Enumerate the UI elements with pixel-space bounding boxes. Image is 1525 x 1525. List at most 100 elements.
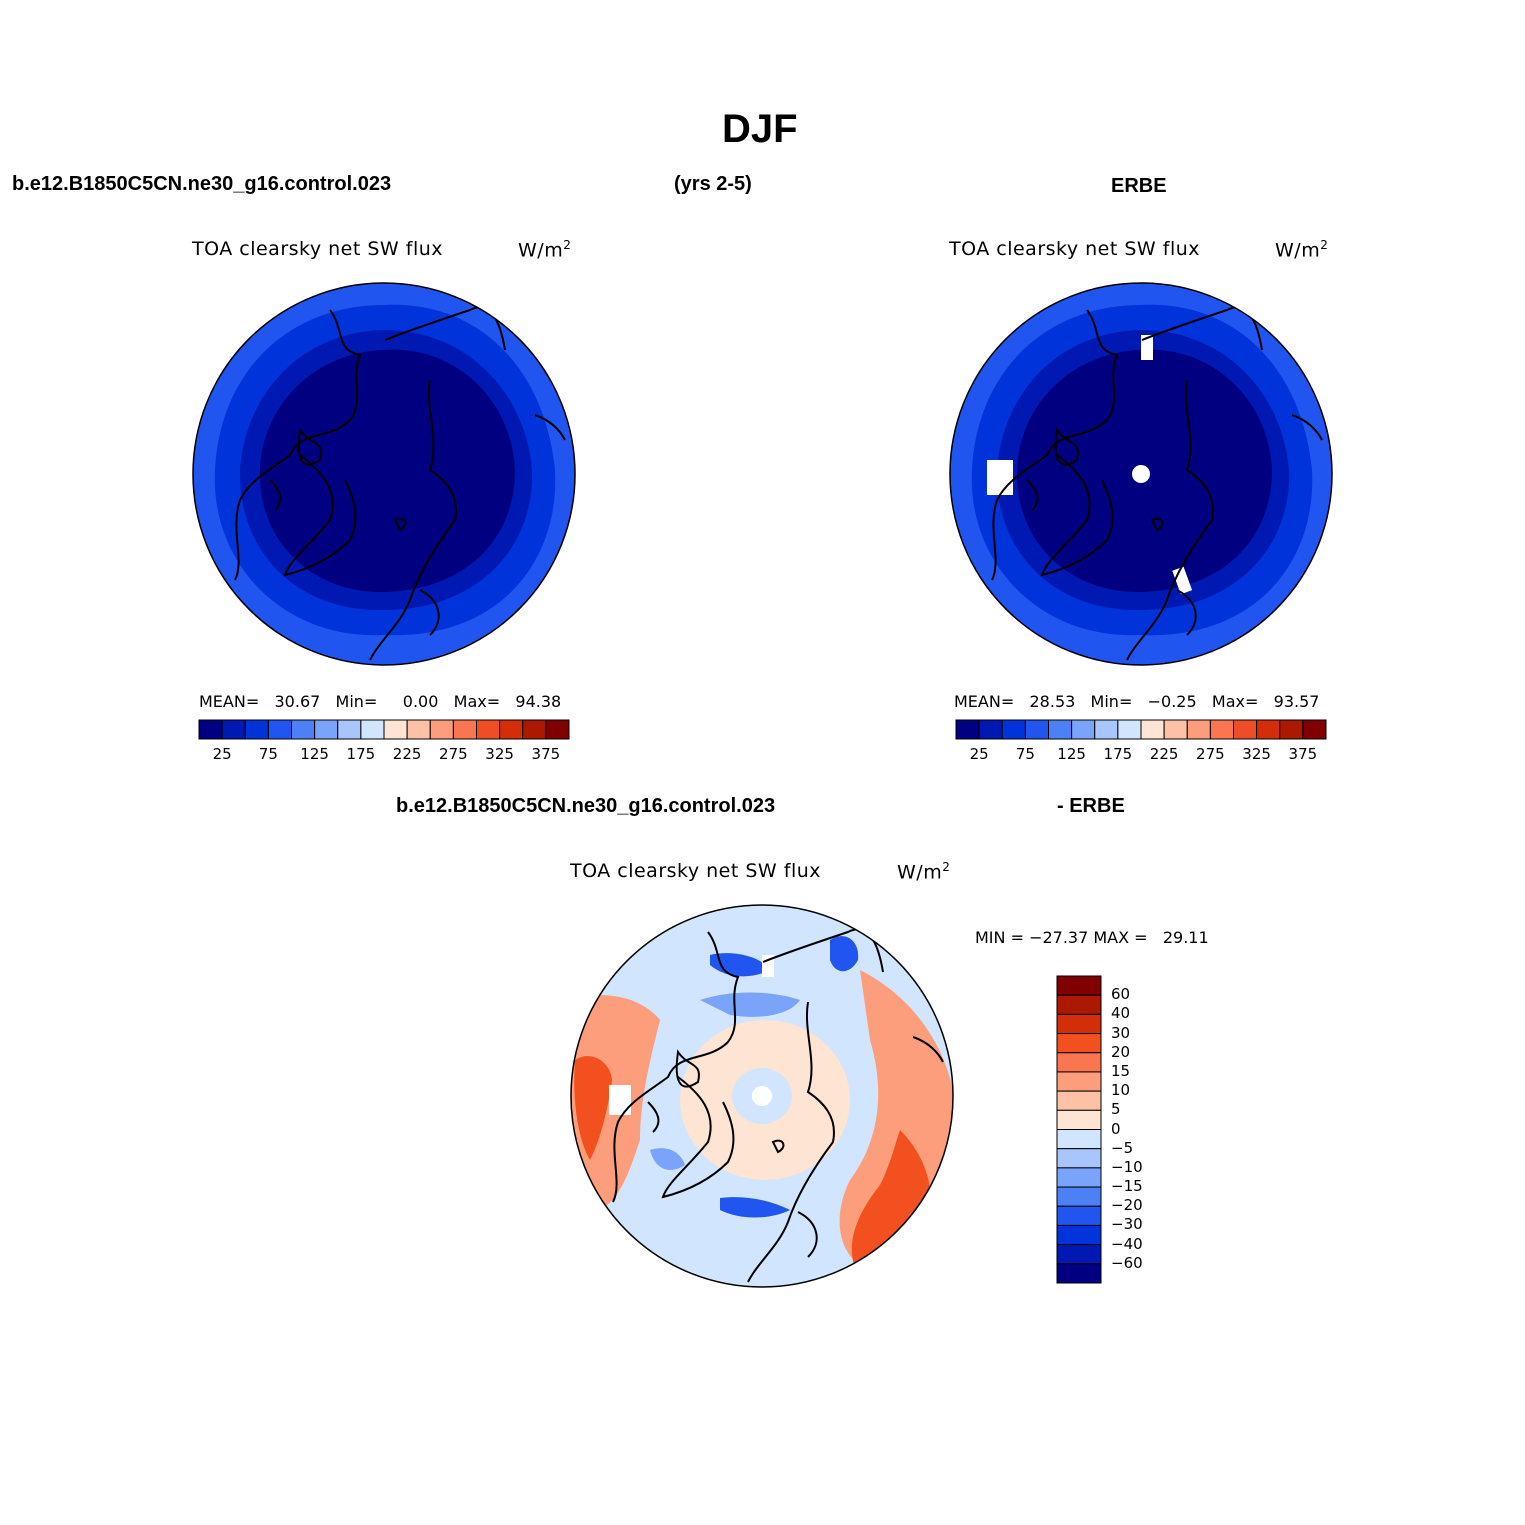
diff-polar-map <box>570 904 954 1288</box>
map-border <box>192 282 576 666</box>
colorbar-tick-label: 125 <box>1057 745 1086 763</box>
map-band-core <box>259 349 515 593</box>
colorbar-swatch <box>406 719 431 740</box>
model-units: W/m2 <box>518 238 572 262</box>
colorbar-swatch <box>1056 1205 1102 1226</box>
colorbar-swatch <box>291 719 316 740</box>
years-label: (yrs 2-5) <box>674 173 752 195</box>
colorbar-tick-label: 325 <box>1242 745 1271 763</box>
colorbar-swatch <box>1279 719 1304 740</box>
figure-title: DJF <box>722 107 798 151</box>
colorbar-swatch <box>1056 1090 1102 1111</box>
missing-data-patch <box>1141 335 1153 360</box>
colorbar-tick-label: 5 <box>1111 1100 1121 1119</box>
colorbar-tick-label: 225 <box>392 745 422 763</box>
obs-plot-title: TOA clearsky net SW flux <box>949 238 1201 260</box>
colorbar-tick-label: 275 <box>439 745 468 763</box>
colorbar-swatch <box>1056 1052 1102 1073</box>
obs-name-label: ERBE <box>1111 175 1167 197</box>
missing-data-pole <box>1132 465 1150 483</box>
colorbar-swatch <box>1056 1167 1102 1188</box>
colorbar-swatch <box>1024 719 1049 740</box>
colorbar-swatch <box>1140 719 1165 740</box>
model-stats: MEAN= 30.67 Min= 0.00 Max= 94.38 <box>199 692 562 711</box>
diff-cool-northeast <box>830 936 859 972</box>
diff-obs-name-label: - ERBE <box>1057 795 1125 817</box>
missing-data-patch <box>609 1085 631 1115</box>
colorbar-tick-label: 375 <box>531 745 561 763</box>
colorbar-swatch <box>267 719 292 740</box>
colorbar-swatch <box>337 719 362 740</box>
colorbar-swatch <box>1056 1186 1102 1207</box>
colorbar-swatch <box>383 719 408 740</box>
colorbar-swatch <box>1001 719 1026 740</box>
colorbar-swatch <box>499 719 524 740</box>
colorbar-swatch <box>360 719 385 740</box>
colorbar-swatch <box>1233 719 1258 740</box>
missing-data-patch <box>987 460 1013 495</box>
colorbar-swatch <box>1256 719 1281 740</box>
colorbar-swatch <box>1302 719 1327 740</box>
colorbar-swatch <box>1117 719 1142 740</box>
colorbar-swatch <box>1056 1148 1102 1169</box>
colorbar-tick-label: 25 <box>212 745 232 763</box>
colorbar-swatch <box>1056 994 1102 1015</box>
diff-case-name-label: b.e12.B1850C5CN.ne30_g16.control.023 <box>396 795 776 817</box>
colorbar-swatch <box>1056 1244 1102 1265</box>
obs-colorbar <box>955 719 1327 740</box>
colorbar-swatch <box>1094 719 1119 740</box>
missing-data-pole <box>752 1086 772 1106</box>
colorbar-swatch <box>978 719 1003 740</box>
colorbar-tick-label: 15 <box>1111 1061 1131 1080</box>
colorbar-tick-label: −5 <box>1111 1138 1134 1157</box>
colorbar-swatch <box>1056 1033 1102 1054</box>
colorbar-swatch <box>522 719 547 740</box>
colorbar-tick-label: −10 <box>1111 1157 1143 1176</box>
diff-warm-west-strong <box>574 1056 612 1160</box>
colorbar-tick-label: 175 <box>1103 745 1133 763</box>
colorbar-swatch <box>314 719 339 740</box>
diff-plot-title: TOA clearsky net SW flux <box>570 860 822 882</box>
diff-cool-ring <box>700 992 800 1017</box>
colorbar-tick-label: −60 <box>1111 1253 1143 1272</box>
colorbar-tick-label: 20 <box>1111 1042 1131 1061</box>
obs-polar-map <box>949 282 1333 666</box>
colorbar-tick-label: 375 <box>1288 745 1318 763</box>
colorbar-swatch <box>545 719 570 740</box>
colorbar-tick-label: −20 <box>1111 1196 1143 1215</box>
case-name-label: b.e12.B1850C5CN.ne30_g16.control.023 <box>12 173 392 195</box>
colorbar-swatch <box>1056 1013 1102 1035</box>
map-border <box>949 282 1333 666</box>
colorbar-swatch <box>1056 1071 1102 1092</box>
colorbar-tick-label: 125 <box>300 745 329 763</box>
obs-units: W/m2 <box>1275 238 1329 262</box>
colorbar-tick-label: 40 <box>1111 1004 1131 1023</box>
colorbar-swatch <box>1056 1109 1102 1130</box>
colorbar-tick-label: 10 <box>1111 1081 1131 1100</box>
colorbar-tick-label: 325 <box>485 745 514 763</box>
colorbar-tick-label: −40 <box>1111 1234 1143 1253</box>
colorbar-tick-label: 75 <box>258 745 278 763</box>
colorbar-swatch <box>1071 719 1096 740</box>
colorbar-tick-label: 0 <box>1111 1119 1121 1138</box>
diff-colorbar <box>1056 975 1102 1284</box>
model-plot-title: TOA clearsky net SW flux <box>192 238 444 260</box>
colorbar-swatch <box>1186 719 1211 740</box>
colorbar-tick-label: 30 <box>1111 1023 1131 1042</box>
colorbar-swatch <box>198 719 223 740</box>
colorbar-swatch <box>1056 1129 1102 1150</box>
colorbar-tick-label: −15 <box>1111 1177 1143 1196</box>
colorbar-swatch <box>221 719 246 740</box>
colorbar-swatch <box>452 719 477 740</box>
diff-cool-south <box>720 1197 790 1218</box>
colorbar-swatch <box>244 719 269 740</box>
colorbar-tick-label: −30 <box>1111 1215 1143 1234</box>
model-colorbar <box>198 719 570 740</box>
map-border <box>570 904 954 1288</box>
colorbar-swatch <box>1209 719 1234 740</box>
diff-stats: MIN = −27.37 MAX = 29.11 <box>975 928 1209 947</box>
colorbar-tick-label: 60 <box>1111 985 1131 1004</box>
colorbar-swatch <box>1163 719 1188 740</box>
colorbar-tick-label: 75 <box>1015 745 1035 763</box>
